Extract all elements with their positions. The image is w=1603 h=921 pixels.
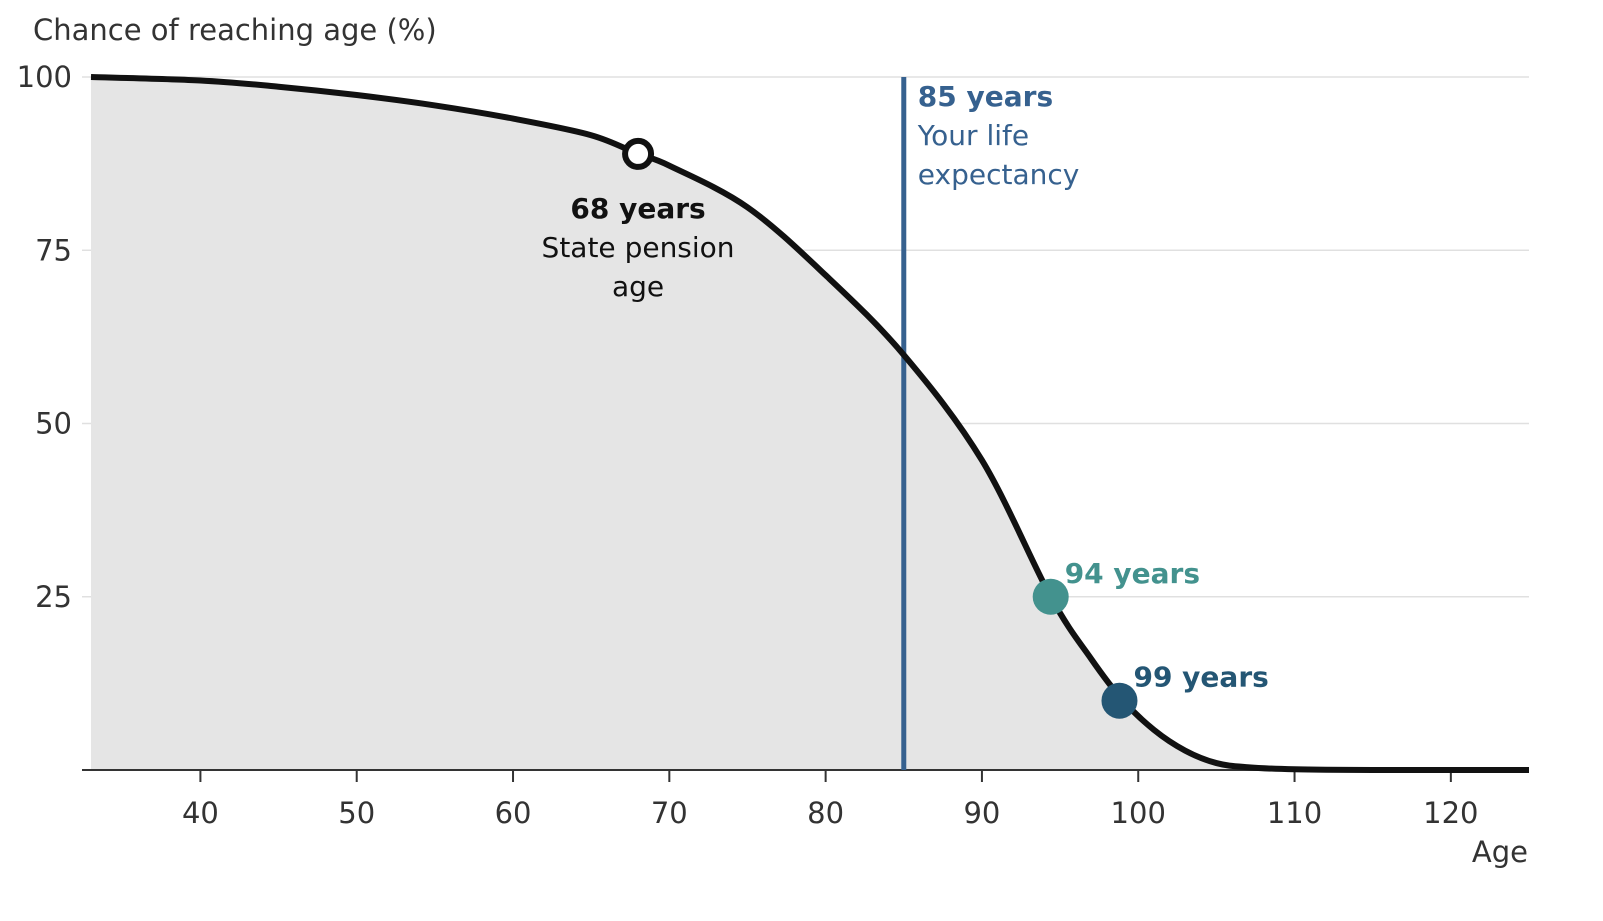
x-tick-label: 120	[1423, 796, 1478, 830]
life-expectancy-line2: expectancy	[918, 158, 1080, 191]
x-tick-label: 110	[1267, 796, 1322, 830]
x-axis-title: Age	[1472, 835, 1528, 869]
x-tick-label: 90	[963, 796, 1000, 830]
y-tick-label: 25	[35, 580, 72, 614]
survival-area	[91, 77, 1529, 770]
x-tick-label: 70	[651, 796, 688, 830]
y-tick-label: 50	[35, 407, 72, 441]
pension-annotation-line1: State pension	[542, 231, 735, 264]
p25-marker[interactable]	[1032, 578, 1069, 615]
pension-annotation-title: 68 years	[570, 192, 705, 225]
y-axis-title: Chance of reaching age (%)	[33, 13, 437, 47]
p10-label: 99 years	[1133, 661, 1268, 694]
x-tick-label: 100	[1111, 796, 1166, 830]
p25-label: 94 years	[1065, 557, 1200, 590]
x-tick-label: 60	[495, 796, 532, 830]
x-tick-label: 80	[807, 796, 844, 830]
p10-marker[interactable]	[1101, 682, 1138, 719]
pension-age-marker[interactable]	[622, 137, 655, 170]
pension-annotation-line2: age	[612, 270, 664, 303]
axes: 40 50 60 70 80 90 100 110 120 25 50 75 100	[17, 60, 1529, 830]
y-tick-label: 75	[35, 233, 72, 267]
life-expectancy-title: 85 years	[918, 80, 1053, 113]
survival-curve	[90, 74, 1529, 774]
y-tick-label: 100	[17, 60, 72, 94]
x-tick-label: 50	[338, 796, 375, 830]
x-tick-label: 40	[182, 796, 219, 830]
life-expectancy-line1: Your life	[917, 119, 1029, 152]
